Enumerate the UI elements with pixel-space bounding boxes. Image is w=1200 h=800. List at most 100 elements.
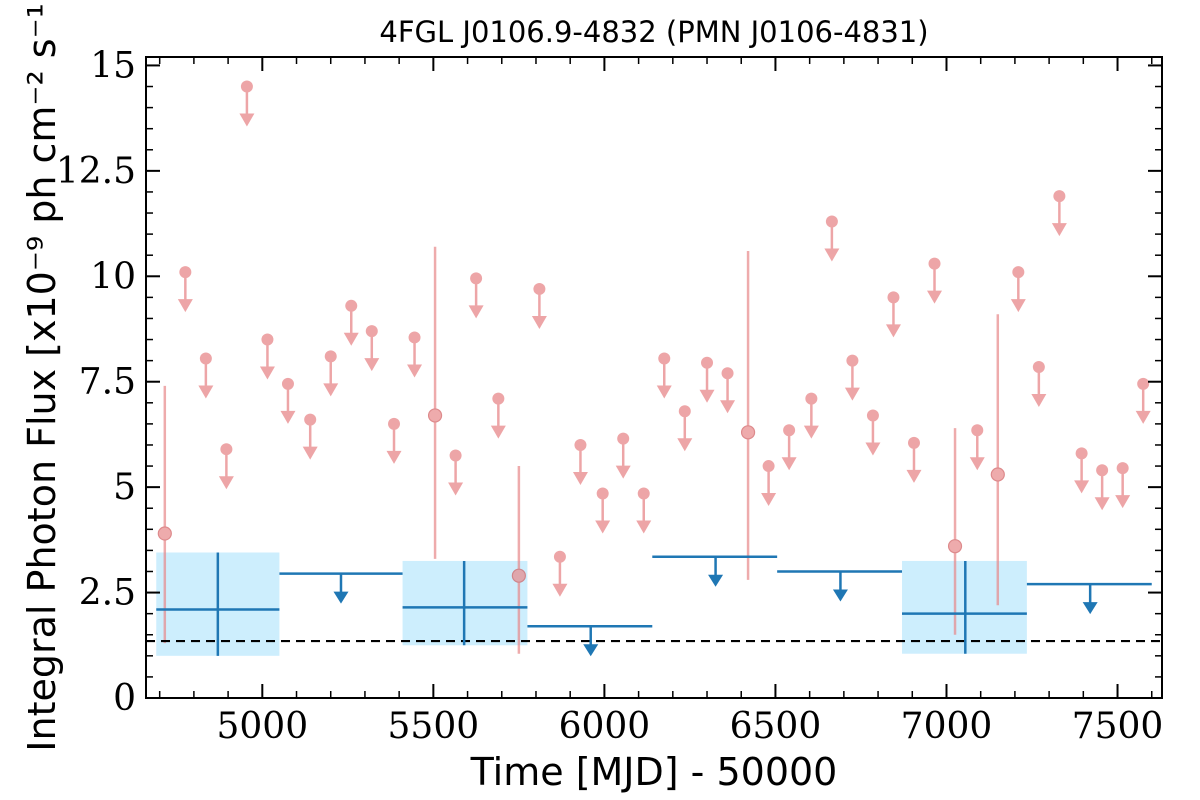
- monthly-upper-limit: [656, 352, 672, 399]
- monthly-limit-marker: [907, 436, 920, 449]
- monthly-limit-marker: [470, 272, 483, 285]
- monthly-marker: [947, 539, 963, 554]
- monthly-limit-marker: [887, 291, 900, 304]
- monthly-limit-arrow: [218, 476, 234, 490]
- monthly-limit-marker: [408, 331, 421, 344]
- monthly-limit-marker: [345, 299, 358, 312]
- monthly-marker: [990, 467, 1005, 482]
- yearly-limit-arrow: [1082, 602, 1098, 615]
- monthly-limit-arrow: [302, 446, 318, 460]
- monthly-limit-marker: [701, 356, 714, 369]
- x-tick-label: 6000: [559, 706, 651, 747]
- monthly-limit-marker: [866, 409, 879, 422]
- monthly-limit-marker: [658, 352, 671, 365]
- monthly-limit-arrow: [677, 438, 693, 452]
- monthly-limit-arrow: [761, 493, 777, 507]
- monthly-upper-limit: [407, 331, 423, 378]
- monthly-limit-arrow: [615, 465, 631, 479]
- monthly-limit-marker: [825, 215, 838, 228]
- x-axis-title: Time [MJD] - 50000: [470, 750, 838, 794]
- monthly-limit-marker: [1053, 190, 1066, 203]
- monthly-limit-marker: [533, 282, 546, 295]
- y-tick-label: 2.5: [79, 573, 136, 614]
- monthly-limit-arrow: [720, 400, 736, 414]
- monthly-upper-limit: [885, 291, 901, 338]
- yearly-limit-arrow: [583, 644, 599, 657]
- monthly-limit-arrow: [824, 248, 840, 262]
- monthly-limit-marker: [1075, 447, 1088, 460]
- monthly-detection-point: [157, 385, 172, 644]
- monthly-detection-point: [511, 466, 526, 654]
- monthly-upper-limit: [239, 80, 255, 127]
- monthly-limit-marker: [449, 449, 462, 462]
- monthly-limit-arrow: [844, 387, 860, 401]
- y-tick-label: 0: [113, 678, 136, 719]
- monthly-marker: [427, 408, 443, 423]
- monthly-limit-marker: [678, 405, 691, 418]
- monthly-limit-marker: [1032, 360, 1045, 373]
- monthly-limit-arrow: [906, 469, 922, 483]
- yearly-limit-arrow: [708, 574, 724, 587]
- monthly-upper-limit: [677, 405, 693, 452]
- x-tick-label: 7500: [1072, 706, 1164, 747]
- monthly-limit-marker: [1116, 462, 1129, 475]
- monthly-limit-marker: [1012, 266, 1025, 279]
- monthly-upper-limit: [865, 409, 881, 456]
- yearly-limit-arrow: [832, 589, 848, 602]
- monthly-upper-limit: [781, 424, 797, 471]
- monthly-detection-point: [740, 250, 756, 580]
- monthly-limit-marker: [199, 352, 212, 365]
- plot-area: [146, 80, 1162, 657]
- y-tick-label: 5: [113, 467, 136, 508]
- monthly-upper-limit: [927, 257, 943, 304]
- x-tick-label: 5000: [216, 706, 308, 747]
- monthly-upper-limit: [906, 436, 922, 483]
- monthly-upper-limit: [803, 392, 819, 439]
- monthly-upper-limit: [323, 350, 339, 397]
- monthly-limit-arrow: [699, 389, 715, 403]
- monthly-upper-limit: [490, 392, 506, 439]
- monthly-limit-marker: [637, 487, 650, 500]
- x-tick-label: 7000: [901, 706, 993, 747]
- monthly-limit-arrow: [927, 290, 943, 304]
- monthly-limit-arrow: [969, 457, 985, 471]
- y-tick-label: 15: [90, 45, 136, 86]
- monthly-limit-arrow: [595, 520, 611, 534]
- monthly-limit-marker: [365, 325, 378, 338]
- monthly-limit-marker: [1096, 464, 1109, 477]
- monthly-limit-arrow: [885, 324, 901, 338]
- monthly-limit-marker: [846, 354, 859, 367]
- monthly-limit-arrow: [1115, 495, 1131, 509]
- monthly-upper-limit: [280, 377, 296, 424]
- monthly-upper-limit: [844, 354, 860, 401]
- monthly-upper-limit: [448, 449, 464, 496]
- monthly-limit-arrow: [1074, 480, 1090, 494]
- monthly-upper-limit: [218, 443, 234, 490]
- monthly-limit-marker: [220, 443, 233, 456]
- monthly-upper-limit: [761, 460, 777, 507]
- monthly-upper-limit: [615, 432, 631, 479]
- monthly-limit-arrow: [1135, 410, 1151, 424]
- monthly-limit-marker: [388, 417, 401, 430]
- monthly-limit-arrow: [407, 364, 423, 378]
- x-tick-label: 6500: [730, 706, 822, 747]
- monthly-marker: [157, 526, 172, 541]
- monthly-limit-marker: [783, 424, 796, 437]
- monthly-upper-limit: [1010, 266, 1026, 313]
- chart-title: 4FGL J0106.9-4832 (PMN J0106-4831): [379, 15, 928, 49]
- monthly-detection-point: [947, 428, 963, 635]
- monthly-detection-point: [427, 246, 443, 559]
- monthly-limit-marker: [281, 377, 294, 390]
- monthly-limit-arrow: [468, 305, 484, 319]
- monthly-limit-arrow: [1031, 393, 1047, 407]
- monthly-limit-marker: [240, 80, 253, 93]
- monthly-limit-arrow: [1051, 223, 1067, 237]
- monthly-limit-arrow: [198, 385, 214, 399]
- monthly-limit-arrow: [177, 299, 193, 313]
- monthly-upper-limit: [302, 413, 318, 460]
- plot-frame: [145, 56, 1163, 699]
- monthly-upper-limit: [572, 438, 588, 485]
- monthly-limit-marker: [805, 392, 818, 405]
- monthly-upper-limit: [1094, 464, 1110, 511]
